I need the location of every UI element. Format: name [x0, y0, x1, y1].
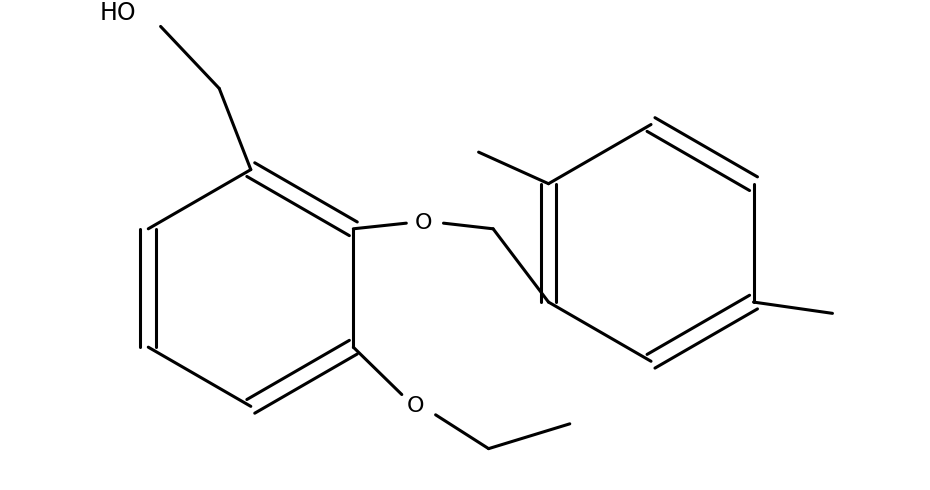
Text: O: O [415, 213, 432, 233]
Text: HO: HO [100, 1, 136, 25]
Text: O: O [406, 396, 424, 416]
